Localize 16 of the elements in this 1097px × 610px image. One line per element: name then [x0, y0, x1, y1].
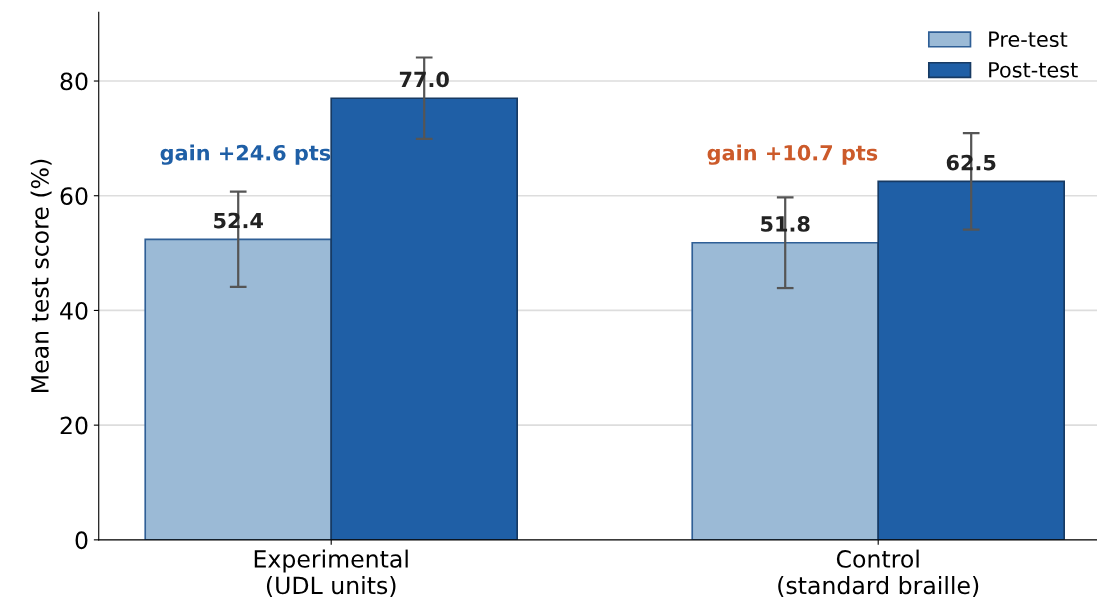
- bar: [877, 180, 1066, 540]
- x-tick-label: Control (standard braille): [778, 549, 979, 598]
- y-axis-title: Mean test score (%): [30, 159, 52, 392]
- legend-label: Post-test: [989, 62, 1078, 78]
- annotation: gain +24.6 pts: [160, 144, 331, 165]
- y-tick-label: 40: [60, 301, 88, 320]
- bar: [144, 238, 333, 540]
- legend-label: Pre-test: [989, 31, 1068, 48]
- y-tick-label: 20: [60, 416, 88, 435]
- y-tick-label: 80: [60, 72, 88, 91]
- y-tick-label: 0: [75, 531, 88, 550]
- bar: [330, 97, 519, 540]
- bar: [691, 241, 880, 540]
- annotation: gain +10.7 pts: [707, 144, 878, 165]
- x-tick-label: Experimental (UDL units): [254, 549, 408, 598]
- y-tick-label: 60: [60, 187, 88, 206]
